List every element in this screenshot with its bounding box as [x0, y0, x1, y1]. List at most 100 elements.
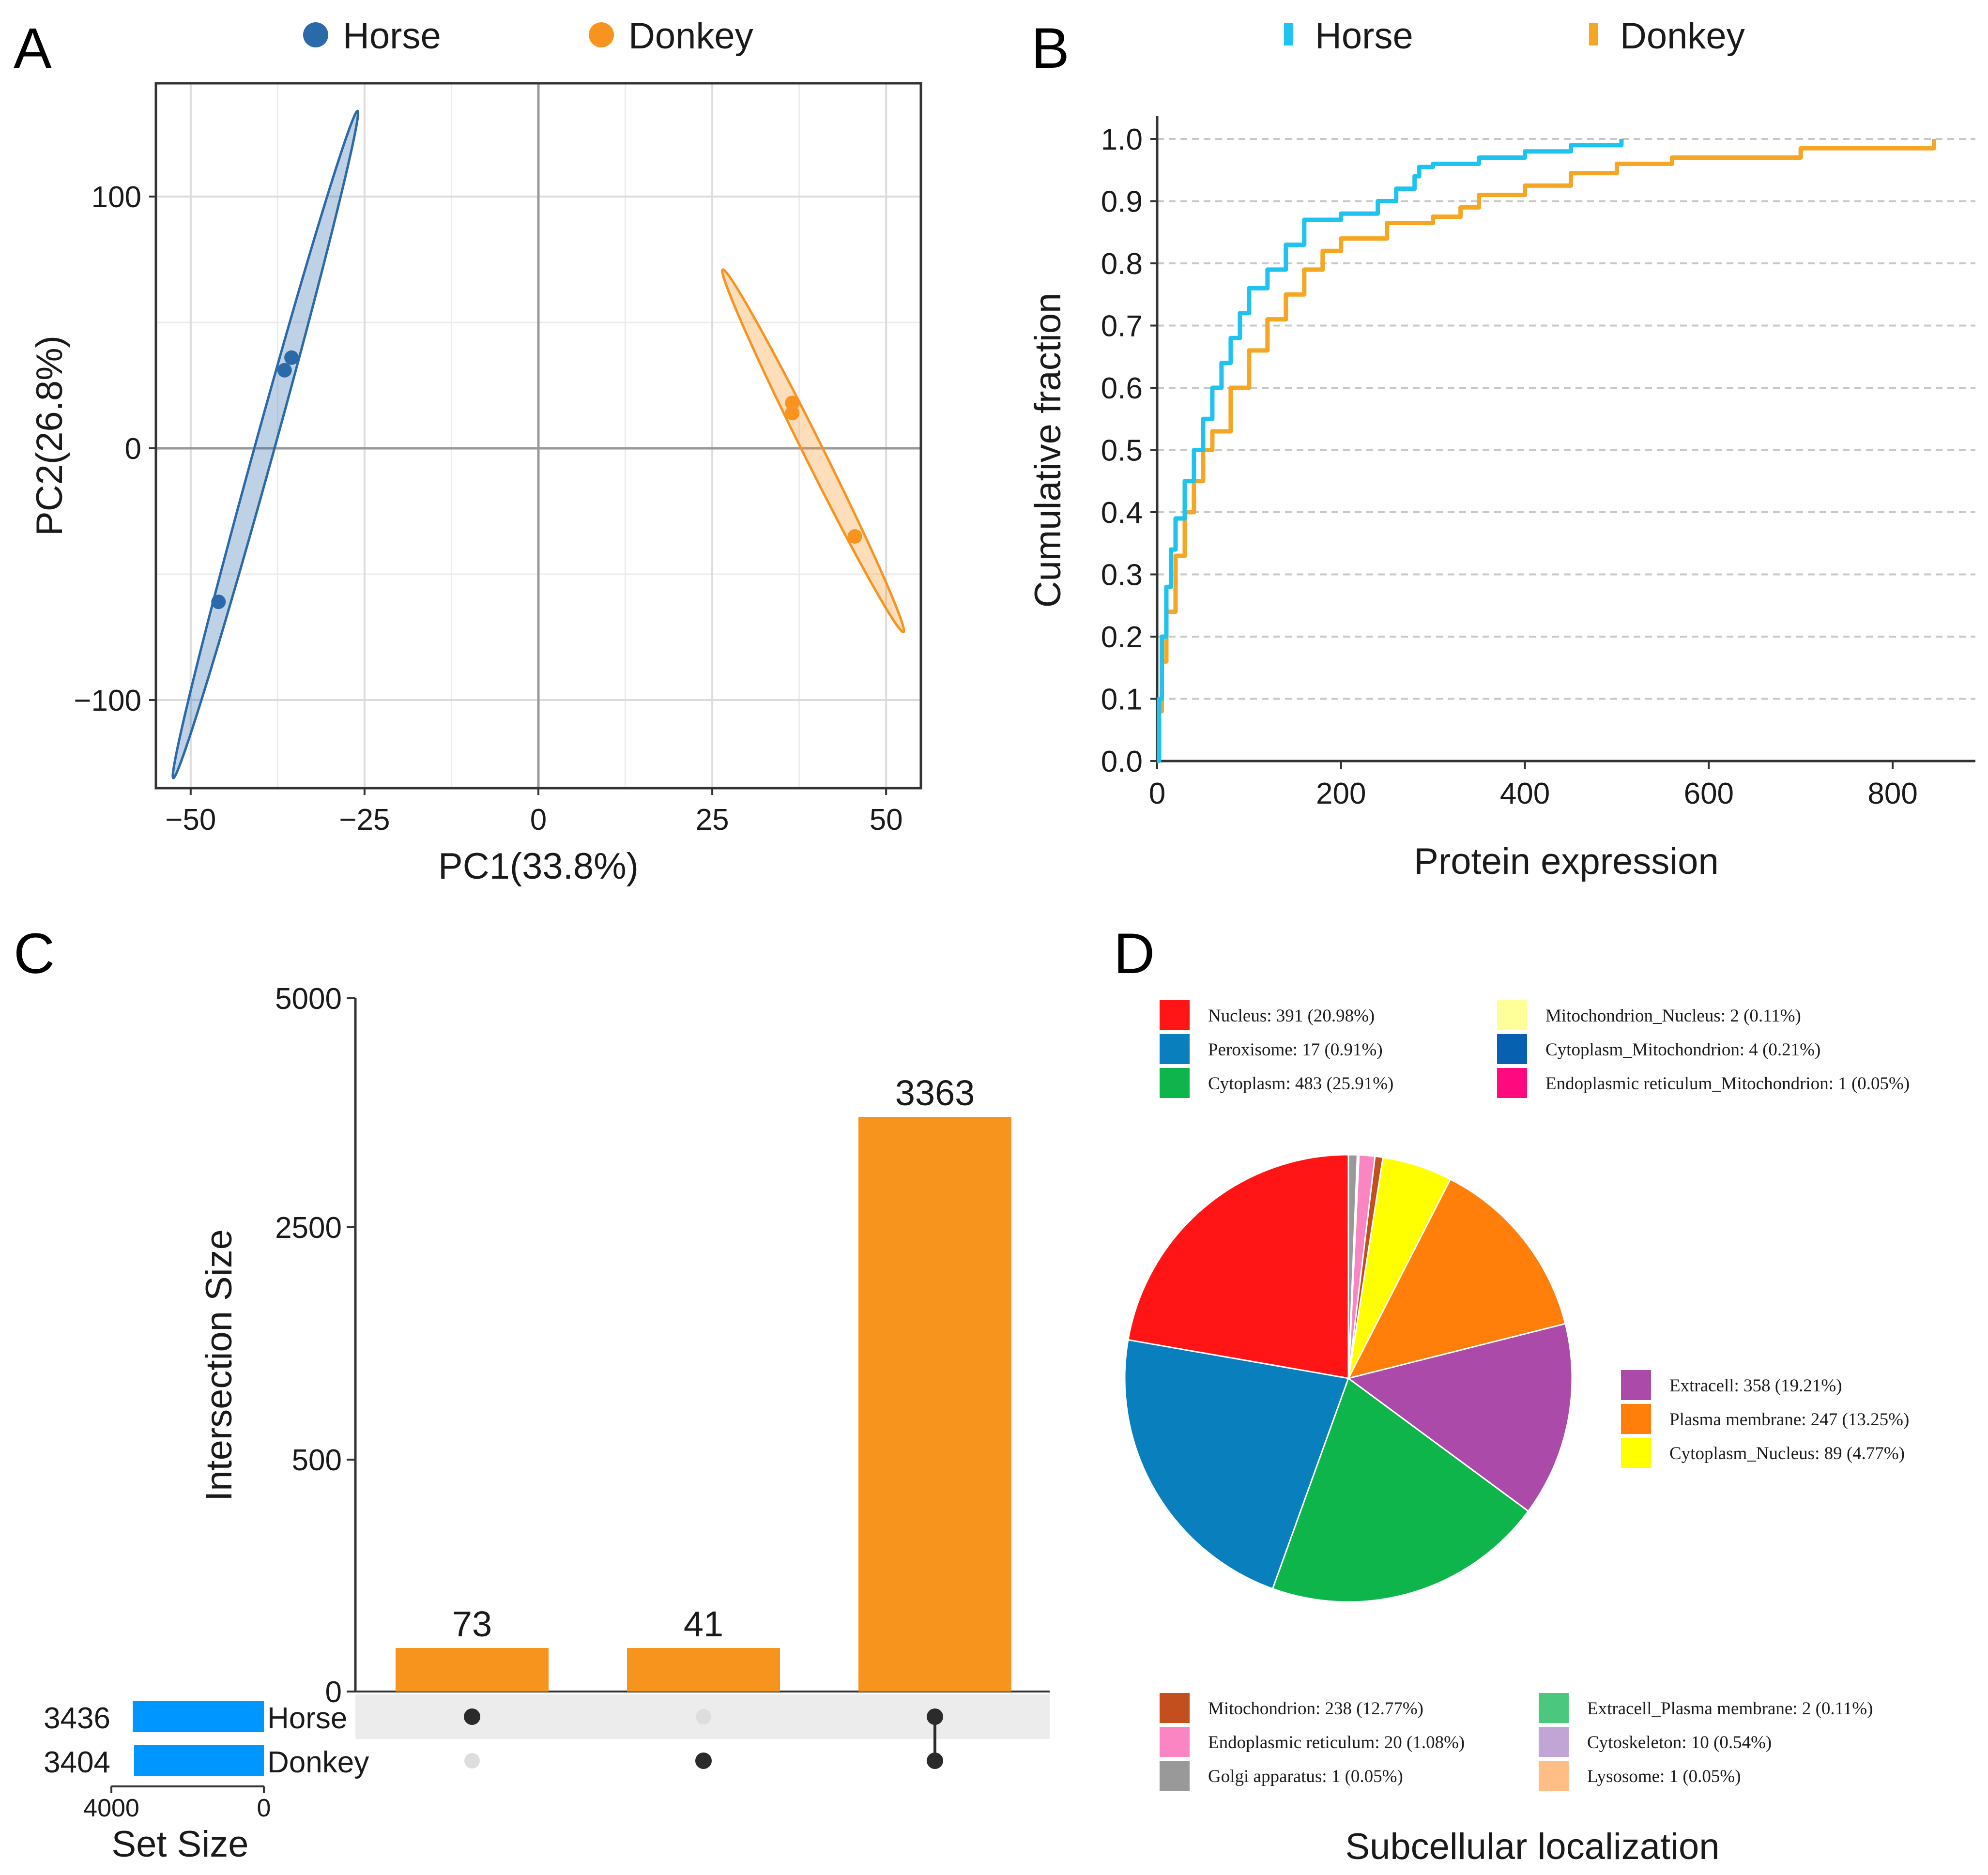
legend-swatch [1497, 1000, 1527, 1030]
panel-letter-a: A [14, 16, 52, 80]
y-axis-title: Cumulative fraction [1027, 293, 1069, 608]
legend-label-donkey: Donkey [1620, 15, 1745, 57]
legend-label-horse: Horse [343, 15, 441, 57]
cumulative-plot: 0.0 0.1 0.2 0.3 0.4 0.5 0.6 0.7 0.8 0.9 1.0 0 200 400… [1027, 15, 1975, 882]
legend-label: Lysosome: 1 (0.05%) [1587, 1767, 1741, 1786]
legend-swatch [1539, 1693, 1569, 1723]
confidence-ellipse-horse [171, 109, 360, 779]
x-tick-label: 400 [1500, 777, 1550, 810]
pie-title: Subcellular localization [1345, 1826, 1719, 1867]
intersection-bar [858, 1117, 1011, 1692]
pie-slice [1271, 1377, 1529, 1603]
set-name-label: Donkey [267, 1746, 369, 1779]
intersection-bar [396, 1648, 549, 1692]
x-axis-title: Protein expression [1414, 841, 1718, 882]
x-tick-label: −50 [165, 803, 216, 837]
legend-swatch [1160, 1068, 1190, 1098]
x-tick-label: 50 [870, 803, 903, 837]
legend-label: Mitochondrion_Nucleus: 2 (0.11%) [1545, 1006, 1801, 1026]
legend-label: Endoplasmic reticulum_Mitochondrion: 1 (… [1545, 1074, 1910, 1094]
y-tick-label: 0 [325, 1676, 342, 1709]
upset-plot: 0 500 2500 5000 Intersection Size 73 41 3363 343… [44, 982, 1050, 1865]
legend-label: Cytoplasm_Nucleus: 89 (4.77%) [1669, 1444, 1905, 1463]
y-axis-title: PC2(26.8%) [29, 335, 70, 536]
legend-label: Mitochondrion: 238 (12.77%) [1208, 1699, 1423, 1719]
pie-slice [1346, 1323, 1573, 1512]
x-tick-label: 25 [696, 803, 729, 837]
legend-swatch [1160, 1761, 1190, 1791]
panel-a: A −50 −25 0 25 50 −100 0 100 PC1(33.8%) PC2(26.8%… [14, 15, 922, 887]
legend-label: Golgi apparatus: 1 (0.05%) [1208, 1767, 1403, 1786]
legend-swatch [1160, 1693, 1190, 1723]
legend-label: Plasma membrane: 247 (13.25%) [1669, 1410, 1909, 1430]
pie-slice [1347, 1154, 1359, 1379]
legend-swatch [1539, 1761, 1569, 1791]
pie-slice [1124, 1339, 1350, 1590]
set-size-tick-label: 0 [257, 1794, 271, 1822]
matrix-dot-inactive [464, 1753, 480, 1768]
legend-label-donkey: Donkey [628, 15, 753, 57]
legend-swatch [1621, 1404, 1651, 1434]
x-tick-label: −25 [339, 803, 390, 837]
point-horse [211, 595, 226, 610]
legend-marker-donkey [1589, 23, 1598, 46]
y-tick-label: 0 [125, 432, 141, 466]
legend-swatch [1497, 1034, 1527, 1064]
y-axis-title: Intersection Size [199, 1229, 240, 1501]
panel-c: C 0 500 2500 5000 Intersection Size 73 41 3363 3… [14, 922, 1050, 1865]
x-tick-label: 0 [530, 803, 547, 837]
legend-swatch [1160, 1727, 1190, 1757]
matrix-dot-active [695, 1753, 712, 1769]
point-horse [284, 350, 299, 365]
legend-swatch [1621, 1370, 1651, 1400]
set-name-label: Horse [267, 1702, 347, 1735]
legend-swatch [1621, 1438, 1651, 1468]
legend-label: Peroxisome: 17 (0.91%) [1208, 1040, 1383, 1060]
legend-label: Cytoplasm: 483 (25.91%) [1208, 1074, 1393, 1094]
pie-slice [1347, 1156, 1452, 1379]
series-line-donkey [1157, 139, 1937, 763]
set-size-tick-label: 4000 [83, 1794, 139, 1822]
x-tick-label: 0 [1149, 777, 1165, 810]
panel-letter-d: D [1114, 922, 1155, 986]
panel-d: D Nucleus: 391 (20.98%) Peroxisome: 17 (0… [1114, 922, 1910, 1867]
pie-slice [1127, 1154, 1349, 1379]
panel-letter-c: C [14, 922, 55, 986]
y-tick-label: 0.8 [1101, 247, 1143, 281]
set-size-bar [133, 1701, 264, 1732]
pie-chart: Nucleus: 391 (20.98%) Peroxisome: 17 (0.9… [1124, 1000, 1910, 1867]
legend-label: Cytoskeleton: 10 (0.54%) [1587, 1733, 1772, 1753]
x-tick-label: 200 [1316, 777, 1366, 810]
panel-letter-b: B [1031, 16, 1070, 80]
point-donkey [785, 396, 800, 411]
legend-swatch [1497, 1068, 1527, 1098]
y-tick-label: 0.4 [1101, 496, 1143, 530]
intersection-bar-label: 73 [452, 1604, 492, 1644]
y-tick-label: 0.5 [1101, 434, 1143, 468]
matrix-dot-active [464, 1708, 480, 1725]
x-axis-title: PC1(33.8%) [438, 846, 639, 887]
matrix-dot-inactive [696, 1709, 711, 1724]
intersection-bar-label: 3363 [895, 1073, 975, 1113]
y-tick-label: 100 [92, 181, 141, 214]
y-tick-label: 0.6 [1101, 372, 1143, 405]
legend-label: Endoplasmic reticulum: 20 (1.08%) [1208, 1733, 1465, 1753]
pie-slice [1347, 1178, 1566, 1380]
legend-label: Extracell_Plasma membrane: 2 (0.11%) [1587, 1699, 1873, 1719]
point-donkey [785, 406, 800, 421]
legend-marker-donkey [589, 22, 614, 47]
y-tick-label: 0.3 [1101, 559, 1143, 592]
x-tick-label: 800 [1867, 777, 1917, 810]
y-tick-label: 1.0 [1101, 123, 1143, 156]
y-tick-label: 2500 [275, 1211, 342, 1245]
legend-marker-horse [1284, 23, 1293, 46]
intersection-bar [627, 1648, 780, 1692]
set-size-bar [134, 1745, 264, 1776]
legend-marker-horse [303, 22, 328, 47]
y-tick-label: 0.9 [1101, 185, 1143, 219]
set-size-title: Set Size [111, 1824, 248, 1865]
pca-plot: −50 −25 0 25 50 −100 0 100 PC1(33.8%) PC2(26.8%) H… [29, 15, 922, 887]
y-tick-label: −100 [74, 684, 141, 717]
y-tick-label: 0.7 [1101, 310, 1143, 343]
